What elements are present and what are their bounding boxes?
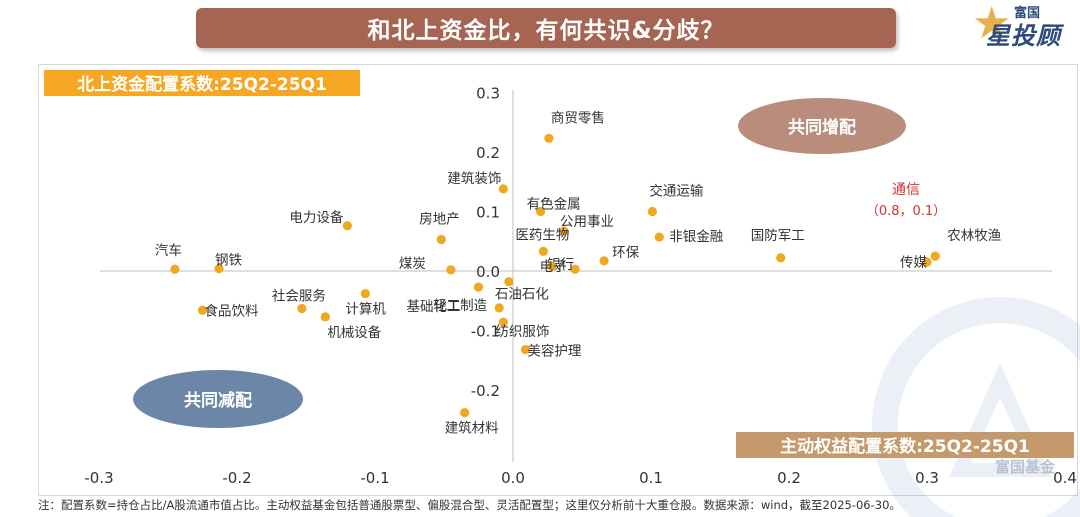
star-icon: ★ <box>972 0 1012 49</box>
data-point-label: 房地产 <box>419 211 460 227</box>
x-tick-label: 0.4 <box>1053 469 1077 487</box>
data-point-label: 医药生物 <box>515 227 569 243</box>
data-point <box>547 261 557 271</box>
data-point-label: 纺织服饰 <box>495 324 549 340</box>
data-point-label: 美容护理 <box>527 343 581 360</box>
data-point-label: 农林牧渔 <box>947 228 1001 244</box>
data-point-label: 基础化工 <box>407 298 461 315</box>
data-point-label: 传媒 <box>900 255 928 271</box>
x-tick-label: 0.1 <box>639 469 663 487</box>
data-point <box>320 312 330 322</box>
data-point-label: 电力设备 <box>289 209 343 226</box>
y-tick-label: 0.1 <box>476 204 500 222</box>
data-point <box>520 344 531 355</box>
data-point <box>498 317 508 327</box>
logo-brand-main: 星投顾 <box>986 22 1061 50</box>
data-point-label: 交通运输 <box>649 183 703 200</box>
data-point <box>599 256 609 266</box>
data-point <box>922 257 932 267</box>
data-point-label: 石油石化 <box>495 287 549 303</box>
data-point <box>360 289 370 299</box>
data-point-label: 建筑装饰 <box>447 171 501 187</box>
data-point <box>930 251 940 261</box>
data-point-label: 有色金属 <box>527 196 581 213</box>
y-tick-label: -0.1 <box>471 323 500 341</box>
x-axis-title-box <box>736 432 1074 458</box>
bubble-both-decrease-label: 共同减配 <box>184 390 252 411</box>
data-point-label: 社会服务 <box>272 288 326 304</box>
data-point <box>473 282 484 292</box>
footnote: 注：配置系数=持仓占比/A股流通市值占比。主动权益基金包括普通股票型、偏股混合型… <box>38 498 901 512</box>
data-point <box>498 184 508 194</box>
data-point <box>504 277 514 287</box>
data-point-label: 建筑材料 <box>445 421 499 437</box>
data-point <box>170 264 180 274</box>
watermark-emblem <box>872 297 1080 517</box>
x-tick-label: -0.3 <box>84 469 113 487</box>
x-tick-label: 0.3 <box>915 469 939 487</box>
data-point <box>559 226 569 236</box>
data-point <box>494 303 504 313</box>
data-point <box>446 265 456 275</box>
logo-brand-top: 富国 <box>1014 6 1041 21</box>
data-point <box>197 305 208 315</box>
x-tick-label: -0.1 <box>360 469 389 487</box>
data-point <box>460 408 470 418</box>
data-point <box>536 206 546 217</box>
data-point <box>342 221 352 231</box>
data-point-label: 食品饮料 <box>205 302 259 319</box>
data-point <box>214 264 224 274</box>
data-point <box>776 253 786 263</box>
x-axis-title: 主动权益配置系数:25Q2-25Q1 <box>780 436 1030 457</box>
y-tick-label: 0.2 <box>476 144 500 162</box>
y-axis-title-box <box>44 70 360 96</box>
x-tick-label: -0.2 <box>222 469 251 487</box>
y-tick-label: 0.0 <box>476 263 500 281</box>
bubble-both-increase <box>738 98 906 154</box>
data-point <box>654 232 664 242</box>
brand-logo: ★ 富国 星投顾 <box>972 2 1076 52</box>
data-point-label: 轻工制造 <box>433 298 487 314</box>
data-point-label: 环保 <box>612 245 639 261</box>
data-point <box>647 206 657 217</box>
data-point-label: 煤炭 <box>399 256 426 272</box>
data-point <box>436 234 446 245</box>
data-point <box>570 264 580 274</box>
data-point-label: 国防军工 <box>751 228 805 244</box>
data-point <box>538 246 548 256</box>
x-tick-label: 0.0 <box>501 469 525 487</box>
bubble-both-increase-label: 共同增配 <box>788 117 856 138</box>
data-point <box>297 303 307 314</box>
data-point-label: 计算机 <box>345 302 386 318</box>
chart-frame <box>38 64 1078 496</box>
y-axis-title: 北上资金配置系数:25Q2-25Q1 <box>77 74 327 95</box>
data-point-label: 汽车 <box>155 242 182 259</box>
y-tick-label: -0.2 <box>471 382 500 400</box>
data-point-label: 钢铁 <box>215 253 242 269</box>
data-point <box>544 133 554 143</box>
annotation-value: （0.8，0.1） <box>866 204 946 219</box>
x-tick-label: 0.2 <box>777 469 801 487</box>
page-title: 和北上资金比，有何共识&分歧？ <box>196 8 896 48</box>
data-point-label: 机械设备 <box>327 324 381 341</box>
y-tick-label: 0.3 <box>476 85 500 103</box>
annotation-label: 通信 <box>892 182 920 198</box>
data-point-label: 非银金融 <box>669 229 723 245</box>
data-point-label: 公用事业 <box>560 214 614 230</box>
data-point-label: 电子 <box>540 259 567 275</box>
data-point-label: 商贸零售 <box>551 110 605 126</box>
bubble-both-decrease <box>133 370 303 428</box>
watermark-text: 富国基金 <box>995 458 1056 476</box>
